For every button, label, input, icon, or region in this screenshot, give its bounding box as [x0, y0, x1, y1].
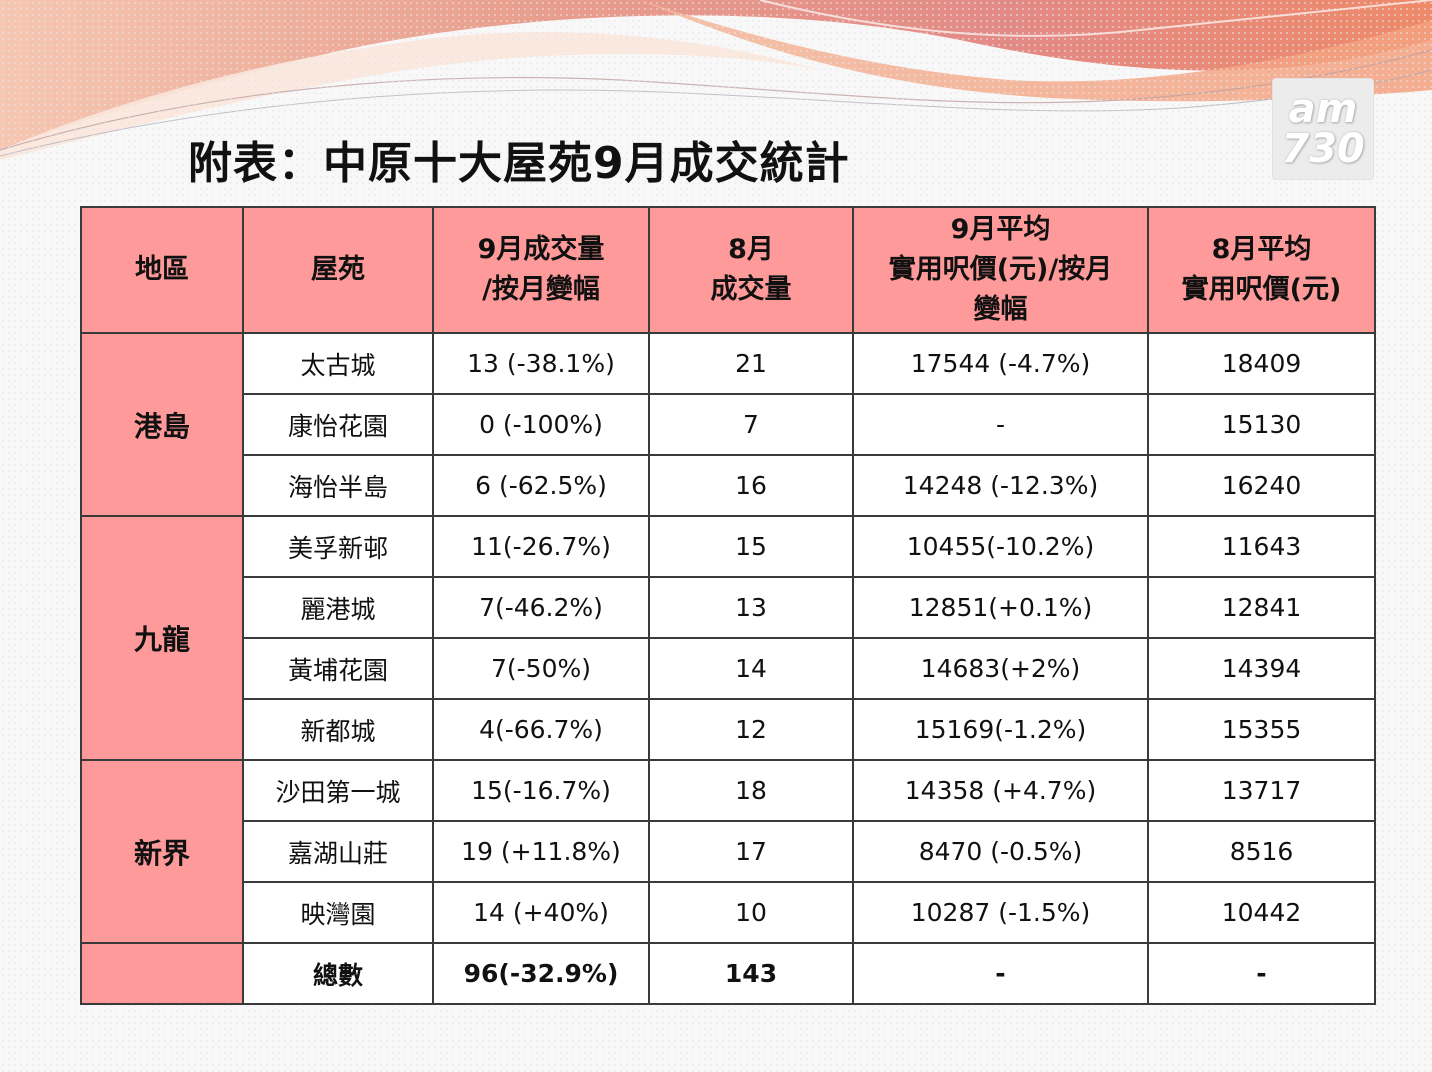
- region-cell: 九龍: [80, 515, 244, 761]
- estate-name-cell: 太古城: [242, 332, 434, 395]
- aug-volume-cell: 15: [648, 515, 854, 578]
- sep-avg-price-cell: 12851(+0.1%): [852, 576, 1149, 639]
- aug-avg-price-cell: 15130: [1147, 393, 1376, 456]
- estate-name-cell: 新都城: [242, 698, 434, 761]
- sep-volume-cell: 4(-66.7%): [432, 698, 650, 761]
- header-estate: 屋苑: [242, 206, 434, 334]
- estate-name-cell: 美孚新邨: [242, 515, 434, 578]
- region-cell: 港島: [80, 332, 244, 517]
- aug-volume-cell: 7: [648, 393, 854, 456]
- sep-volume-cell: 6 (-62.5%): [432, 454, 650, 517]
- table-row: 港島 太古城 13 (-38.1%) 21 17544 (-4.7%) 18409: [80, 332, 1376, 517]
- sep-avg-price-cell: 10287 (-1.5%): [852, 881, 1149, 944]
- table-row: 映灣園 14 (+40%) 10 10287 (-1.5%) 10442: [81, 881, 1376, 944]
- sep-volume-cell: 15(-16.7%): [432, 759, 650, 822]
- aug-avg-price-cell: 18409: [1147, 332, 1376, 395]
- aug-avg-price-cell: 10442: [1147, 881, 1376, 944]
- estate-name-cell: 映灣園: [242, 881, 434, 944]
- sep-volume-cell: 11(-26.7%): [432, 515, 650, 578]
- aug-avg-price-cell: 16240: [1147, 454, 1376, 517]
- aug-avg-price-cell: 8516: [1147, 820, 1376, 883]
- table-row: 新都城 4(-66.7%) 12 15169(-1.2%) 15355: [81, 698, 1376, 761]
- estate-name-cell: 康怡花園: [242, 393, 434, 456]
- aug-volume-cell: 17: [648, 820, 854, 883]
- aug-volume-cell: 21: [648, 332, 854, 395]
- aug-volume-cell: 18: [648, 759, 854, 822]
- sep-volume-cell: 0 (-100%): [432, 393, 650, 456]
- sep-avg-price-cell: 10455(-10.2%): [852, 515, 1149, 578]
- total-estate-name-cell: 總數: [242, 942, 434, 1005]
- aug-volume-cell: 16: [648, 454, 854, 517]
- sep-volume-cell: 13 (-38.1%): [432, 332, 650, 395]
- aug-volume-cell: 13: [648, 576, 854, 639]
- table-row: 海怡半島 6 (-62.5%) 16 14248 (-12.3%) 16240: [81, 454, 1376, 517]
- estate-name-cell: 麗港城: [242, 576, 434, 639]
- aug-avg-price-cell: 11643: [1147, 515, 1376, 578]
- page-title: 附表：中原十大屋苑9月成交統計: [188, 138, 850, 189]
- region-cell: 新界: [80, 759, 244, 944]
- table-row: 九龍 美孚新邨 11(-26.7%) 15 10455(-10.2%) 11643: [80, 515, 1376, 761]
- sep-avg-price-cell: 14683(+2%): [852, 637, 1149, 700]
- header-aug-volume: 8月 成交量: [648, 206, 854, 334]
- total-sep-avg-price-cell: -: [852, 942, 1149, 1005]
- header-sep-volume: 9月成交量/按月變幅: [432, 206, 650, 334]
- aug-avg-price-cell: 13717: [1147, 759, 1376, 822]
- sep-avg-price-cell: 15169(-1.2%): [852, 698, 1149, 761]
- total-aug-volume-cell: 143: [648, 942, 854, 1005]
- aug-volume-cell: 10: [648, 881, 854, 944]
- aug-volume-cell: 12: [648, 698, 854, 761]
- transaction-stats-table: 地區 屋苑 9月成交量/按月變幅 8月 成交量 9月平均 實用呎價(元)/按月 變幅 …: [80, 206, 1376, 1005]
- header-aug-avg-price: 8月平均 實用呎價(元): [1147, 206, 1376, 334]
- total-aug-avg-price-cell: -: [1147, 942, 1376, 1005]
- logo-text-top: am: [1288, 86, 1358, 132]
- header-region: 地區: [80, 206, 244, 334]
- sep-avg-price-cell: 14358 (+4.7%): [852, 759, 1149, 822]
- aug-avg-price-cell: 12841: [1147, 576, 1376, 639]
- sep-avg-price-cell: 14248 (-12.3%): [852, 454, 1149, 517]
- estate-name-cell: 沙田第一城: [242, 759, 434, 822]
- sep-volume-cell: 14 (+40%): [432, 881, 650, 944]
- aug-volume-cell: 14: [648, 637, 854, 700]
- aug-avg-price-cell: 14394: [1147, 637, 1376, 700]
- estate-name-cell: 嘉湖山莊: [242, 820, 434, 883]
- logo-text-bottom: 730: [1281, 126, 1365, 172]
- table-row: 新界 沙田第一城 15(-16.7%) 18 14358 (+4.7%) 13717: [80, 759, 1376, 944]
- sep-avg-price-cell: 8470 (-0.5%): [852, 820, 1149, 883]
- table-row: 麗港城 7(-46.2%) 13 12851(+0.1%) 12841: [81, 576, 1376, 639]
- total-region-cell: [80, 942, 244, 1005]
- sep-volume-cell: 19 (+11.8%): [432, 820, 650, 883]
- estate-name-cell: 黃埔花園: [242, 637, 434, 700]
- estate-name-cell: 海怡半島: [242, 454, 434, 517]
- total-row: 總數 96(-32.9%) 143- -: [80, 942, 1376, 1005]
- table-row: 嘉湖山莊 19 (+11.8%) 17 8470 (-0.5%) 8516: [81, 820, 1376, 883]
- header-row: 地區 屋苑 9月成交量/按月變幅 8月 成交量 9月平均 實用呎價(元)/按月 變幅 …: [80, 206, 1376, 334]
- table-row: 康怡花園 0 (-100%) 7-15130: [81, 393, 1376, 456]
- header-sep-avg-price: 9月平均 實用呎價(元)/按月 變幅: [852, 206, 1149, 334]
- am730-logo: am 730: [1272, 78, 1374, 180]
- aug-avg-price-cell: 15355: [1147, 698, 1376, 761]
- sep-avg-price-cell: -: [852, 393, 1149, 456]
- sep-avg-price-cell: 17544 (-4.7%): [852, 332, 1149, 395]
- table-row: 黃埔花園 7(-50%) 14 14683(+2%) 14394: [81, 637, 1376, 700]
- total-sep-volume-cell: 96(-32.9%): [432, 942, 650, 1005]
- sep-volume-cell: 7(-50%): [432, 637, 650, 700]
- sep-volume-cell: 7(-46.2%): [432, 576, 650, 639]
